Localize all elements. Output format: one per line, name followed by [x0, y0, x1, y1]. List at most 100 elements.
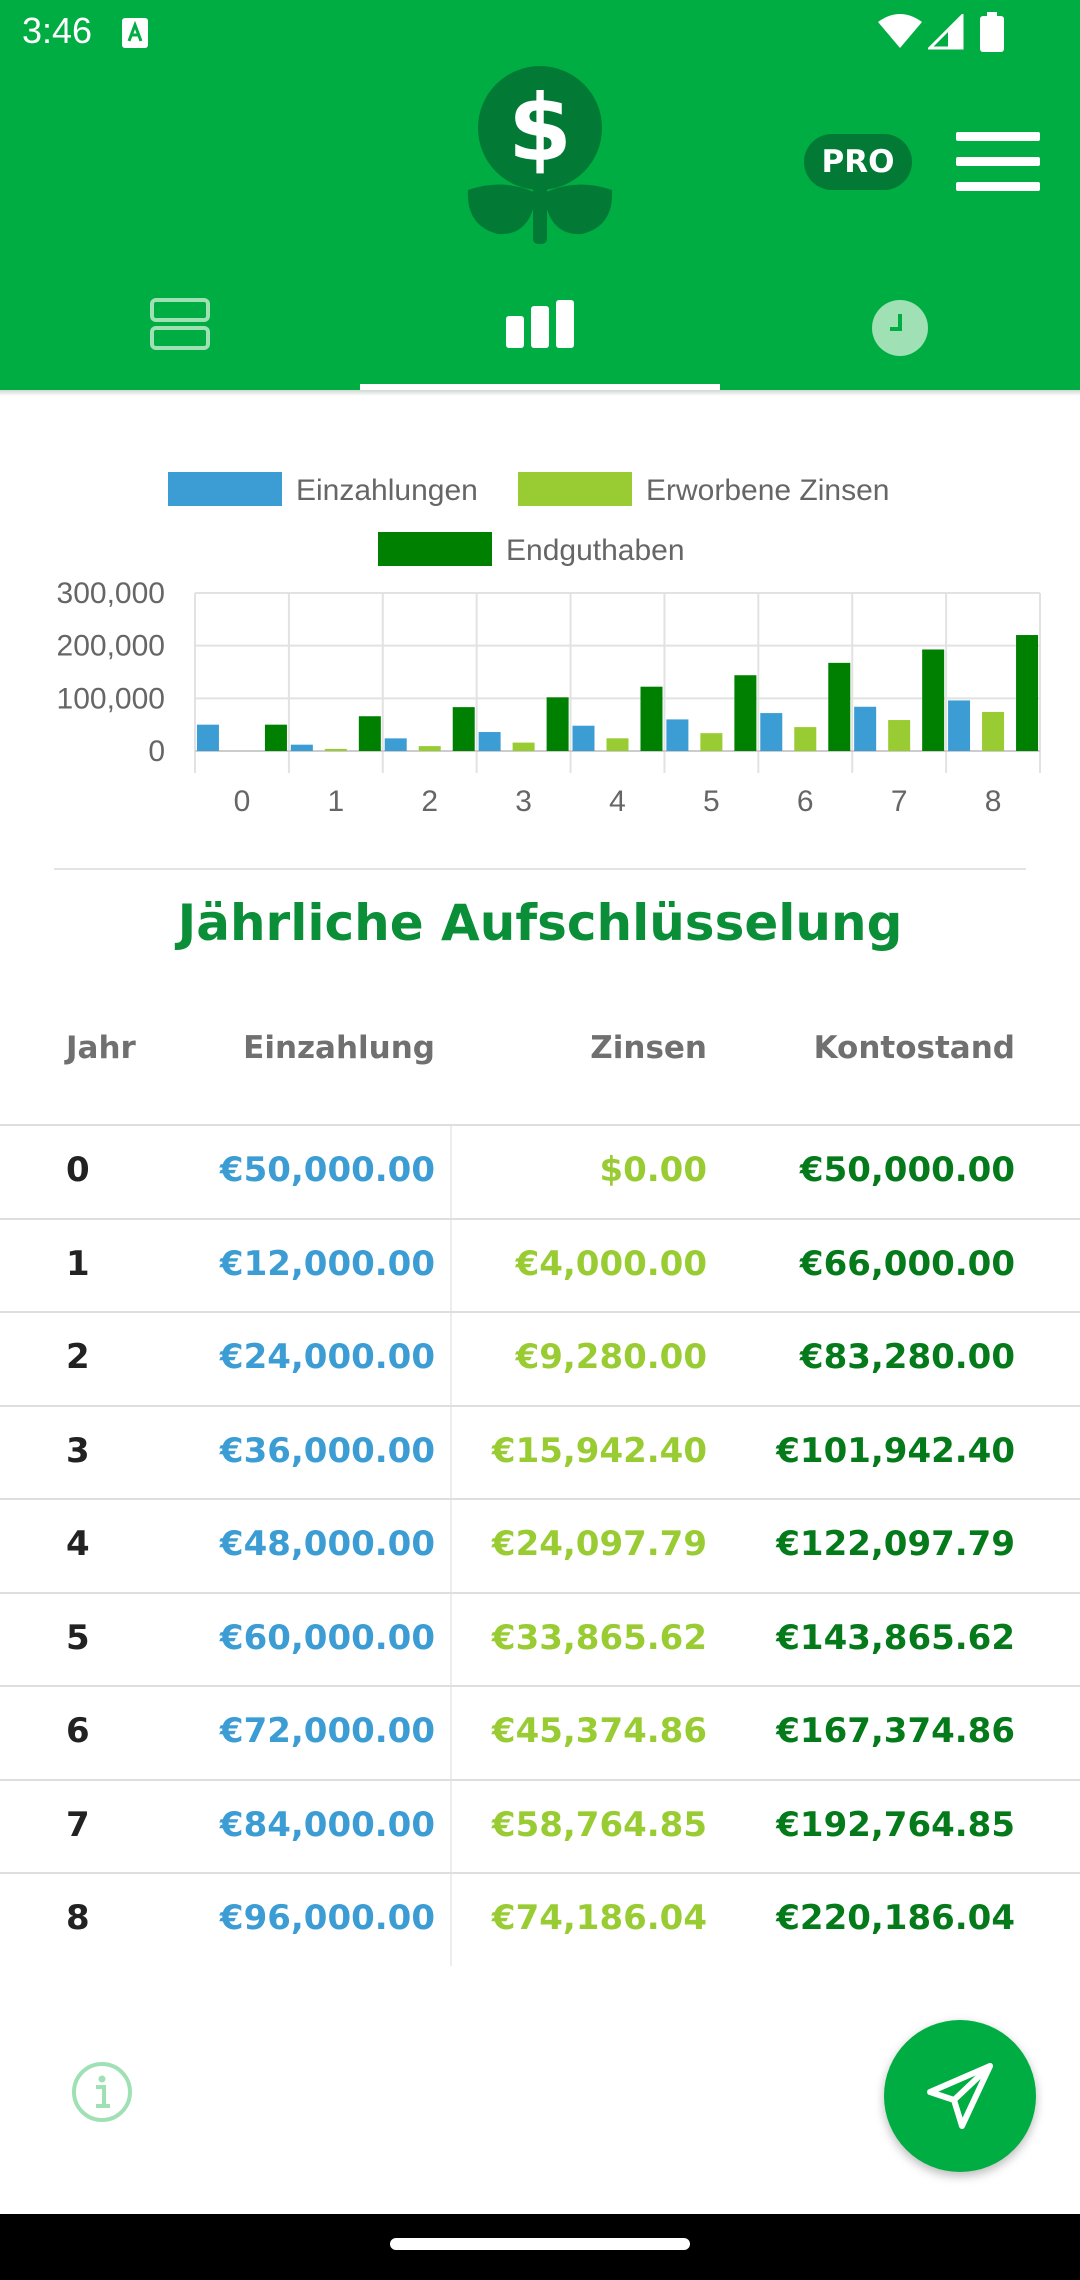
pro-badge[interactable]: PRO: [804, 134, 912, 190]
breakdown-table: 0 €50,000.00 $0.00 €50,000.00 1 €12,000.…: [0, 1124, 1080, 1966]
cell-balance: €101,942.40: [776, 1430, 1015, 1471]
cell-year: 1: [66, 1243, 90, 1284]
legend-label: Einzahlungen: [296, 474, 478, 507]
cell-balance: €83,280.00: [799, 1337, 1015, 1377]
cell-balance: €192,764.85: [776, 1804, 1015, 1845]
bar-1-6: [794, 727, 817, 751]
cell-year: 5: [66, 1617, 90, 1658]
cell-interest: €33,865.62: [491, 1617, 707, 1658]
table-header: Jahr Einzahlung Zinsen Kontostand: [0, 1010, 1080, 1094]
cell-balance: €167,374.86: [776, 1711, 1015, 1751]
cell-interest: €74,186.04: [491, 1898, 707, 1938]
x-tick-label: 1: [327, 785, 344, 818]
bar-2-4: [640, 686, 663, 751]
bar-2-8: [1016, 635, 1039, 751]
y-tick-label: 200,000: [57, 630, 165, 663]
header-year: Jahr: [66, 1030, 136, 1066]
menu-button[interactable]: [956, 132, 1040, 192]
bar-0-8: [948, 700, 971, 751]
list-icon: [150, 298, 210, 350]
legend-label: Erworbene Zinsen: [646, 474, 889, 507]
money-flower-logo-icon: $: [467, 66, 613, 244]
x-tick-label: 2: [421, 785, 438, 818]
x-tick-label: 3: [515, 785, 532, 818]
bar-1-5: [700, 733, 723, 751]
header-deposit: Einzahlung: [243, 1030, 435, 1066]
cell-balance: €122,097.79: [776, 1524, 1015, 1564]
legend-swatch: [518, 472, 632, 506]
cell-interest: €58,764.85: [491, 1804, 707, 1845]
bar-2-7: [922, 649, 945, 751]
legend-swatch: [378, 532, 492, 566]
bar-1-3: [512, 742, 535, 751]
x-tick-label: 4: [609, 785, 626, 818]
cell-deposit: €48,000.00: [219, 1524, 435, 1564]
cell-balance: €50,000.00: [799, 1150, 1015, 1190]
cell-interest: €24,097.79: [491, 1524, 707, 1564]
cell-year: 0: [66, 1150, 90, 1190]
cell-interest: €15,942.40: [491, 1430, 707, 1471]
bar-0-6: [760, 713, 783, 751]
tab-chart[interactable]: [360, 262, 720, 388]
info-icon[interactable]: [70, 2060, 134, 2124]
x-tick-label: 6: [797, 785, 814, 818]
header-interest: Zinsen: [590, 1030, 707, 1066]
table-row: 0 €50,000.00 $0.00 €50,000.00: [0, 1124, 1080, 1218]
section-title: Jährliche Aufschlüsselung: [177, 894, 903, 952]
bar-0-2: [384, 738, 407, 751]
tab-history[interactable]: [720, 262, 1080, 388]
wifi-icon: [878, 14, 922, 48]
table-row: 1 €12,000.00 €4,000.00 €66,000.00: [0, 1217, 1080, 1311]
bar-0-4: [572, 725, 595, 751]
y-tick-label: 300,000: [57, 577, 165, 610]
bar-2-6: [828, 662, 851, 751]
x-tick-label: 7: [891, 785, 908, 818]
active-tab-indicator: [360, 384, 720, 390]
cell-year: 8: [66, 1898, 90, 1938]
send-icon: [927, 2063, 993, 2129]
status-bar: 3:46: [0, 0, 1080, 64]
cell-deposit: €72,000.00: [219, 1711, 435, 1751]
table-row: 2 €24,000.00 €9,280.00 €83,280.00: [0, 1311, 1080, 1405]
cell-interest: €45,374.86: [491, 1711, 707, 1751]
divider: [54, 868, 1026, 870]
header-balance: Kontostand: [813, 1030, 1015, 1066]
y-tick-label: 0: [148, 735, 165, 768]
bar-chart: Einzahlungen Erworbene Zinsen Endguthaben 3…: [57, 472, 1041, 818]
bar-1-2: [418, 746, 441, 751]
chart-container: Einzahlungen Erworbene Zinsen Endguthaben 3…: [0, 440, 1080, 840]
bar-1-1: [324, 748, 347, 751]
bar-0-5: [666, 719, 689, 751]
cell-year: 3: [66, 1430, 90, 1471]
bar-2-5: [734, 675, 757, 751]
bar-0-7: [854, 706, 877, 751]
cell-interest: €9,280.00: [515, 1337, 707, 1377]
legend-swatch: [168, 472, 282, 506]
cell-interest: €4,000.00: [515, 1243, 707, 1284]
table-row: 8 €96,000.00 €74,186.04 €220,186.04: [0, 1872, 1080, 1966]
tab-list[interactable]: [0, 262, 360, 388]
bar-2-3: [546, 697, 569, 751]
clock-icon: [872, 300, 928, 356]
table-row: 5 €60,000.00 €33,865.62 €143,865.62: [0, 1591, 1080, 1685]
cell-balance: €66,000.00: [799, 1243, 1015, 1284]
status-time: 3:46: [22, 10, 93, 51]
bar-0-0: [196, 724, 219, 751]
table-row: 4 €48,000.00 €24,097.79 €122,097.79: [0, 1498, 1080, 1592]
cell-year: 7: [66, 1804, 90, 1845]
home-handle[interactable]: [390, 2238, 690, 2250]
cell-deposit: €84,000.00: [219, 1804, 435, 1845]
cell-deposit: €60,000.00: [219, 1617, 435, 1658]
x-tick-label: 8: [985, 785, 1002, 818]
y-tick-label: 100,000: [57, 682, 165, 715]
cell-year: 2: [66, 1337, 90, 1377]
bar-0-1: [290, 744, 313, 751]
x-tick-label: 0: [234, 785, 251, 818]
cell-balance: €143,865.62: [776, 1617, 1015, 1658]
cell-deposit: €12,000.00: [219, 1243, 435, 1284]
bar-chart-icon: [506, 300, 574, 348]
cell-balance: €220,186.04: [776, 1898, 1015, 1938]
share-fab-button[interactable]: [884, 2020, 1036, 2172]
legend-label: Endguthaben: [506, 534, 685, 567]
bar-1-8: [982, 711, 1005, 751]
